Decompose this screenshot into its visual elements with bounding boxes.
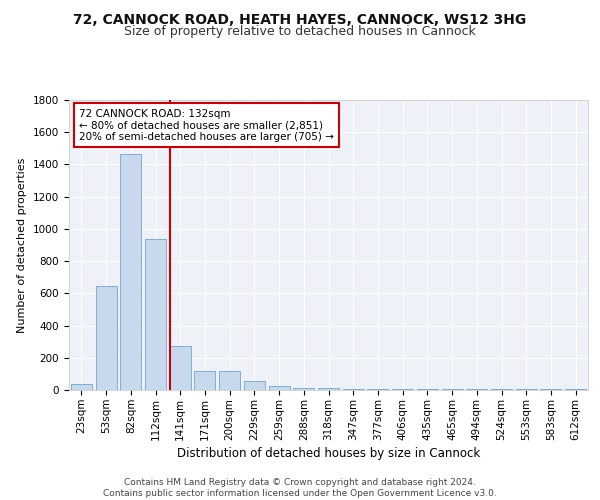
- Bar: [417, 389, 438, 390]
- Bar: [95, 286, 116, 390]
- Bar: [318, 388, 339, 390]
- X-axis label: Distribution of detached houses by size in Cannock: Distribution of detached houses by size …: [177, 446, 480, 460]
- Bar: [244, 381, 265, 390]
- Bar: [120, 154, 141, 390]
- Bar: [491, 389, 512, 390]
- Bar: [516, 389, 537, 390]
- Bar: [541, 389, 562, 390]
- Bar: [343, 388, 364, 390]
- Text: 72 CANNOCK ROAD: 132sqm
← 80% of detached houses are smaller (2,851)
20% of semi: 72 CANNOCK ROAD: 132sqm ← 80% of detache…: [79, 108, 334, 142]
- Bar: [565, 389, 586, 390]
- Bar: [71, 384, 92, 390]
- Bar: [466, 389, 487, 390]
- Bar: [145, 238, 166, 390]
- Text: Contains HM Land Registry data © Crown copyright and database right 2024.
Contai: Contains HM Land Registry data © Crown c…: [103, 478, 497, 498]
- Bar: [367, 389, 388, 390]
- Bar: [219, 370, 240, 390]
- Text: 72, CANNOCK ROAD, HEATH HAYES, CANNOCK, WS12 3HG: 72, CANNOCK ROAD, HEATH HAYES, CANNOCK, …: [73, 12, 527, 26]
- Bar: [442, 389, 463, 390]
- Bar: [293, 388, 314, 390]
- Y-axis label: Number of detached properties: Number of detached properties: [17, 158, 28, 332]
- Bar: [194, 370, 215, 390]
- Bar: [170, 346, 191, 390]
- Text: Size of property relative to detached houses in Cannock: Size of property relative to detached ho…: [124, 25, 476, 38]
- Bar: [392, 389, 413, 390]
- Bar: [269, 386, 290, 390]
